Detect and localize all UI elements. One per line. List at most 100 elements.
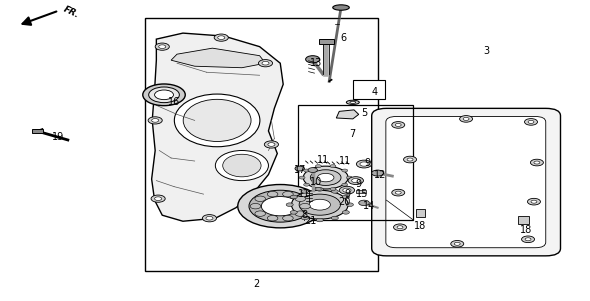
Circle shape — [262, 61, 269, 65]
Circle shape — [253, 189, 267, 196]
Circle shape — [283, 216, 293, 221]
Circle shape — [306, 56, 320, 63]
Ellipse shape — [346, 100, 359, 104]
Text: 8: 8 — [301, 210, 307, 220]
Circle shape — [339, 186, 355, 194]
Circle shape — [360, 162, 368, 166]
Circle shape — [286, 203, 293, 206]
Text: 18: 18 — [520, 225, 532, 235]
Circle shape — [256, 191, 263, 194]
Text: 10: 10 — [310, 177, 322, 187]
Circle shape — [525, 238, 531, 241]
Circle shape — [534, 161, 540, 164]
Circle shape — [155, 197, 162, 200]
Polygon shape — [336, 110, 359, 119]
Text: 9: 9 — [364, 157, 370, 168]
Circle shape — [316, 165, 322, 168]
Circle shape — [258, 60, 273, 67]
Circle shape — [310, 170, 341, 185]
Text: 16: 16 — [168, 97, 180, 107]
Circle shape — [392, 189, 405, 196]
Circle shape — [214, 34, 228, 41]
Text: 11: 11 — [299, 189, 310, 199]
Text: 5: 5 — [362, 108, 368, 118]
Circle shape — [531, 200, 537, 203]
Text: 14: 14 — [363, 201, 375, 211]
Circle shape — [316, 188, 322, 191]
Text: 19: 19 — [52, 132, 64, 142]
Bar — [145, 18, 378, 271]
FancyBboxPatch shape — [372, 108, 560, 256]
Ellipse shape — [222, 154, 261, 177]
Polygon shape — [152, 33, 283, 221]
Text: 4: 4 — [372, 87, 378, 97]
Circle shape — [202, 215, 217, 222]
Text: 11: 11 — [317, 154, 329, 165]
Circle shape — [342, 183, 348, 186]
Circle shape — [290, 211, 297, 214]
Circle shape — [299, 194, 340, 215]
Bar — [518, 216, 529, 224]
Ellipse shape — [183, 99, 251, 141]
Text: 17: 17 — [294, 165, 306, 175]
Ellipse shape — [155, 90, 173, 100]
Circle shape — [304, 169, 310, 172]
Circle shape — [451, 240, 464, 247]
Circle shape — [527, 198, 540, 205]
Circle shape — [264, 141, 278, 148]
Circle shape — [342, 169, 348, 172]
Circle shape — [460, 116, 473, 122]
Circle shape — [151, 195, 165, 202]
Circle shape — [359, 200, 369, 206]
Circle shape — [301, 216, 308, 220]
Circle shape — [343, 188, 351, 192]
Circle shape — [155, 43, 169, 50]
Circle shape — [530, 159, 543, 166]
Circle shape — [395, 191, 401, 194]
Circle shape — [148, 117, 162, 124]
Text: FR.: FR. — [62, 5, 81, 20]
Circle shape — [300, 203, 310, 209]
Circle shape — [356, 160, 372, 168]
Circle shape — [309, 199, 330, 210]
Circle shape — [395, 123, 401, 126]
Circle shape — [346, 176, 352, 179]
Circle shape — [250, 203, 261, 209]
Bar — [416, 209, 425, 217]
Circle shape — [261, 197, 299, 216]
Circle shape — [299, 176, 305, 179]
Circle shape — [394, 224, 407, 231]
Ellipse shape — [215, 150, 268, 181]
Circle shape — [352, 178, 360, 183]
Circle shape — [528, 120, 534, 123]
Circle shape — [238, 185, 323, 228]
Circle shape — [397, 226, 403, 229]
Circle shape — [525, 119, 537, 125]
Circle shape — [454, 242, 460, 245]
Bar — [32, 129, 43, 133]
Ellipse shape — [175, 94, 260, 147]
Circle shape — [291, 190, 348, 219]
Circle shape — [303, 166, 348, 189]
Circle shape — [317, 173, 334, 182]
Text: 9: 9 — [355, 178, 361, 189]
Text: 21: 21 — [304, 216, 316, 226]
Circle shape — [206, 216, 213, 220]
Circle shape — [295, 211, 306, 216]
Circle shape — [218, 36, 225, 39]
Circle shape — [295, 166, 304, 171]
Bar — [298, 105, 413, 220]
Circle shape — [267, 191, 278, 197]
Circle shape — [404, 156, 417, 163]
Text: 20: 20 — [338, 197, 350, 207]
Polygon shape — [171, 48, 266, 68]
Circle shape — [290, 195, 297, 199]
Circle shape — [152, 119, 159, 122]
Circle shape — [268, 143, 275, 146]
Circle shape — [372, 170, 384, 176]
Bar — [353, 80, 385, 99]
Circle shape — [463, 117, 469, 120]
Circle shape — [522, 236, 535, 243]
Circle shape — [331, 190, 339, 193]
Circle shape — [346, 203, 353, 206]
